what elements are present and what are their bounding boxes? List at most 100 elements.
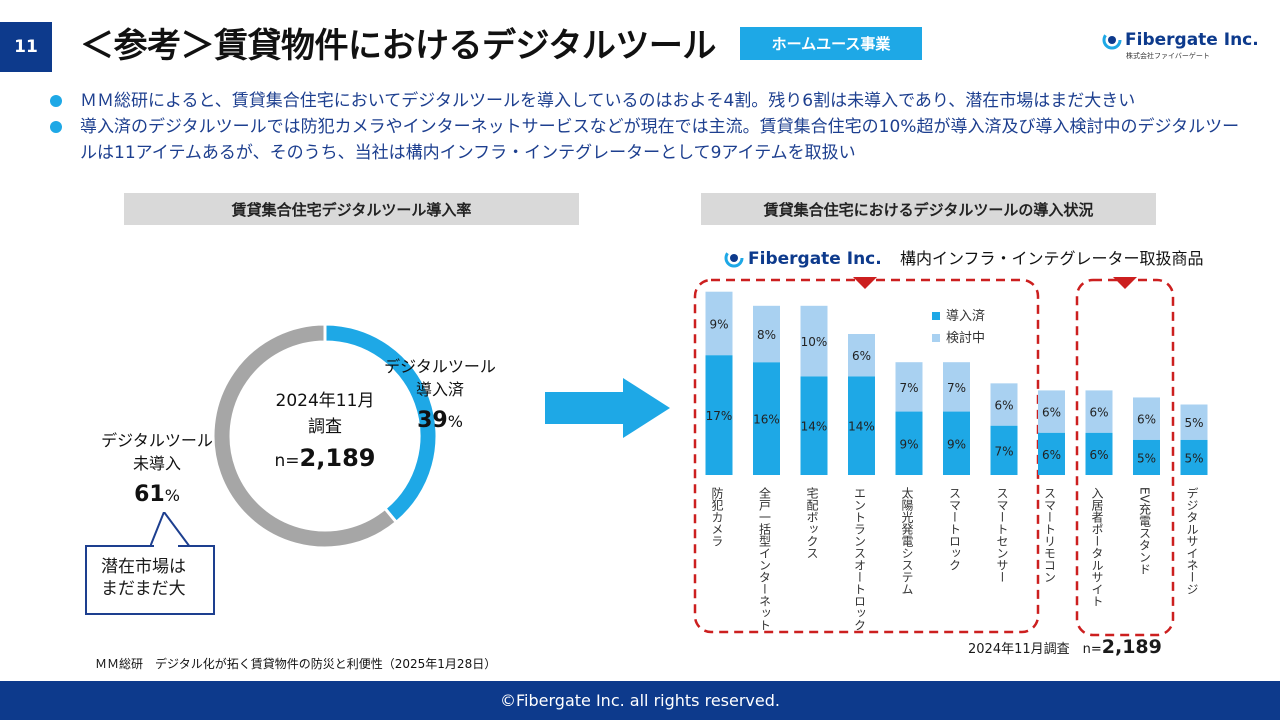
page-title: ＜参考＞賃貸物件におけるデジタルツール bbox=[80, 26, 716, 66]
section-header-left: 賃貸集合住宅デジタルツール導入率 bbox=[124, 193, 579, 225]
bar-considering bbox=[705, 291, 733, 356]
bar-value-label: 6% bbox=[852, 349, 871, 363]
banner-text: 構内インフラ・インテグレーター取扱商品 bbox=[900, 249, 1204, 268]
segment-badge: ホームユース事業 bbox=[740, 27, 922, 60]
right-arrow-icon bbox=[545, 378, 670, 438]
donut-value-label: 61% bbox=[134, 482, 180, 507]
donut-center-n: n=2,189 bbox=[275, 444, 376, 472]
bar-value-label: 14% bbox=[848, 420, 875, 434]
bar-introduced bbox=[990, 425, 1018, 475]
bar-value-label: 9% bbox=[899, 437, 918, 451]
callout-line: まだまだ大 bbox=[101, 579, 186, 599]
donut-value-label: 39% bbox=[417, 408, 463, 433]
handled-marker-icon bbox=[853, 277, 877, 289]
bar-introduced bbox=[1180, 439, 1208, 475]
category-label: デジタルサイネージ bbox=[1185, 487, 1199, 595]
bullet-item: 導入済のデジタルツールでは防犯カメラやインターネットサービスなどが現在では主流。… bbox=[50, 114, 1250, 166]
donut-center-date: 2024年11月 bbox=[276, 391, 375, 411]
bar-introduced bbox=[848, 376, 875, 475]
bar-introduced bbox=[1085, 432, 1113, 475]
bar-introduced bbox=[943, 411, 970, 475]
bar-considering bbox=[800, 305, 828, 377]
bar-value-label: 6% bbox=[1089, 406, 1108, 420]
legend-label: 検討中 bbox=[946, 330, 985, 346]
category-label: スマートリモコン bbox=[1043, 487, 1057, 583]
bar-value-label: 8% bbox=[757, 328, 776, 342]
banner-logo bbox=[724, 248, 744, 268]
category-label: スマートロック bbox=[948, 487, 962, 571]
category-label: エントランスオートロック bbox=[853, 487, 867, 631]
bar-considering bbox=[753, 305, 780, 363]
bar-value-label: 14% bbox=[801, 420, 828, 434]
category-label: 防犯カメラ bbox=[710, 486, 724, 547]
bar-value-label: 16% bbox=[753, 413, 780, 427]
bar-considering bbox=[895, 362, 923, 412]
bar-value-label: 6% bbox=[1042, 406, 1061, 420]
bar-considering bbox=[848, 334, 875, 377]
bar-introduced bbox=[1133, 439, 1160, 475]
source-note: ＭＭ総研 デジタル化が拓く賃貸物件の防災と利便性（2025年1月28日） bbox=[95, 657, 497, 671]
bar-considering bbox=[1180, 404, 1208, 440]
category-label: EV充電スタンド bbox=[1138, 487, 1152, 575]
legend-swatch bbox=[932, 334, 940, 342]
page-number: 11 bbox=[0, 22, 52, 72]
bar-value-label: 7% bbox=[994, 444, 1013, 458]
bar-value-label: 7% bbox=[899, 381, 918, 395]
footer-copyright: ©Fibergate Inc. all rights reserved. bbox=[0, 681, 1280, 720]
category-label: 太陽光発電システム bbox=[900, 486, 914, 595]
handled-marker-icon bbox=[1113, 277, 1137, 289]
category-label: 宅配ボックス bbox=[805, 486, 819, 559]
bar-value-label: 5% bbox=[1137, 451, 1156, 465]
survey-note: 2024年11月調査 n=2,189 bbox=[968, 636, 1162, 658]
bar-value-label: 6% bbox=[994, 399, 1013, 413]
legend-swatch bbox=[932, 312, 940, 320]
bullet-item: ＭＭ総研によると、賃貸集合住宅においてデジタルツールを導入しているのはおよそ4割… bbox=[50, 88, 1250, 114]
donut-chart: 2024年11月調査n=2,189デジタルツール導入済39%デジタルツール未導入… bbox=[101, 322, 496, 550]
banner-swirl-dot bbox=[730, 254, 738, 262]
donut-label-line: 未導入 bbox=[133, 454, 181, 473]
callout-pointer-cover bbox=[154, 544, 178, 550]
donut-label-line: デジタルツール bbox=[101, 431, 213, 450]
donut-slice bbox=[211, 322, 399, 550]
logo-subtext: 株式会社ファイバーゲート bbox=[1126, 52, 1210, 60]
donut-label-line: デジタルツール bbox=[384, 357, 496, 376]
company-logo: Fibergate Inc. 株式会社ファイバーゲート bbox=[1102, 30, 1259, 61]
bar-considering bbox=[1038, 390, 1065, 433]
donut-label-line: 導入済 bbox=[416, 380, 464, 399]
bullet-dot-icon bbox=[50, 95, 62, 107]
bar-considering bbox=[943, 362, 970, 412]
bar-value-label: 6% bbox=[1137, 413, 1156, 427]
bar-value-label: 9% bbox=[709, 317, 728, 331]
bar-value-label: 9% bbox=[947, 437, 966, 451]
bar-introduced bbox=[895, 411, 923, 475]
callout-box: 潜在市場は まだまだ大 bbox=[85, 545, 215, 615]
logo-text: Fibergate Inc. bbox=[1125, 30, 1259, 50]
survey-text: 2024年11月調査 n= bbox=[968, 642, 1102, 657]
bar-considering bbox=[1085, 390, 1113, 433]
survey-n: 2,189 bbox=[1101, 636, 1162, 658]
bar-considering bbox=[990, 383, 1018, 426]
bar-value-label: 7% bbox=[947, 381, 966, 395]
bullet-text: 導入済のデジタルツールでは防犯カメラやインターネットサービスなどが現在では主流。… bbox=[80, 117, 1240, 163]
bullet-list: ＭＭ総研によると、賃貸集合住宅においてデジタルツールを導入しているのはおよそ4割… bbox=[50, 88, 1250, 166]
bar-value-label: 10% bbox=[801, 335, 828, 349]
bar-introduced bbox=[753, 362, 780, 475]
callout-line: 潜在市場は bbox=[101, 557, 186, 577]
category-label: 入居者ポータルサイト bbox=[1090, 487, 1104, 607]
banner-swirl-icon bbox=[724, 248, 744, 268]
bullet-dot-icon bbox=[50, 121, 62, 133]
donut-center-label: 調査 bbox=[308, 417, 342, 437]
category-label: 全戸一括型インターネット bbox=[758, 486, 772, 631]
section-header-right: 賃貸集合住宅におけるデジタルツールの導入状況 bbox=[701, 193, 1156, 225]
banner-logo-text: Fibergate Inc. bbox=[748, 249, 882, 269]
bar-introduced bbox=[800, 376, 828, 475]
bar-considering bbox=[1133, 397, 1160, 440]
bar-value-label: 5% bbox=[1184, 416, 1203, 430]
bar-introduced bbox=[1038, 432, 1065, 475]
legend-label: 導入済 bbox=[946, 308, 985, 324]
bar-value-label: 6% bbox=[1042, 448, 1061, 462]
bar-value-label: 6% bbox=[1089, 448, 1108, 462]
bar-value-label: 5% bbox=[1184, 451, 1203, 465]
logo-swirl-icon bbox=[1102, 30, 1122, 50]
